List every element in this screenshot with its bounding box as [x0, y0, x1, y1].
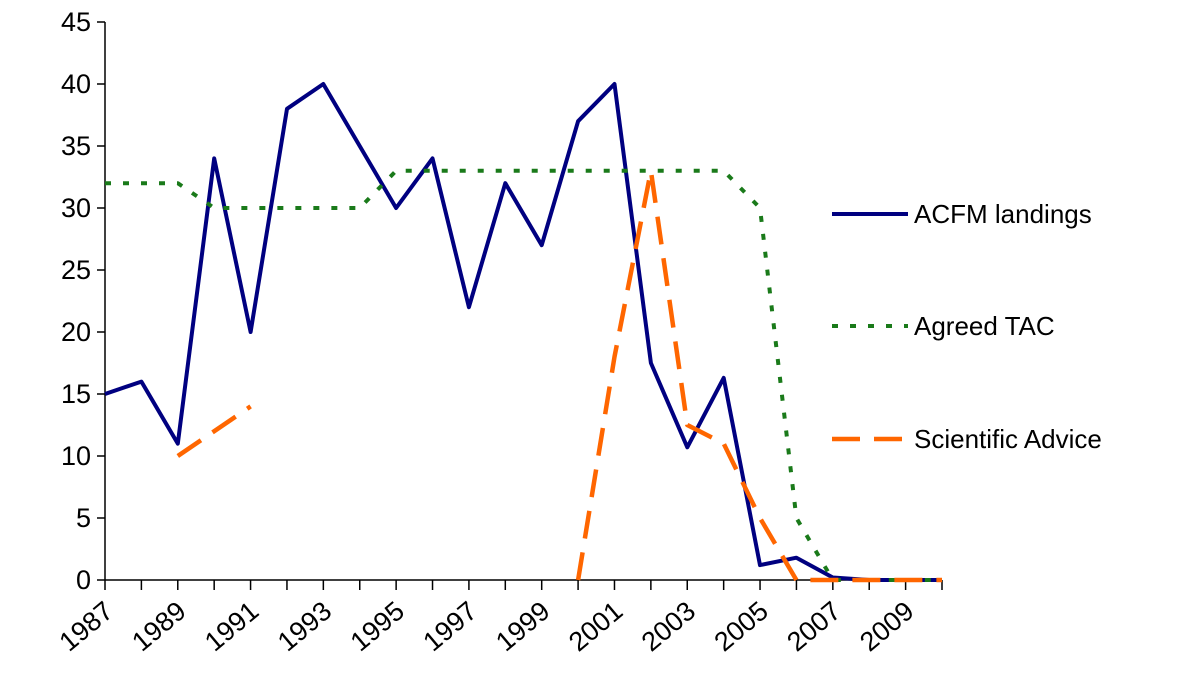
legend-label-scientific-advice: Scientific Advice	[914, 424, 1102, 454]
x-tick-label: 1989	[126, 596, 191, 658]
y-tick-label: 10	[61, 441, 91, 471]
series-line-scientific-advice	[176, 404, 252, 458]
x-tick-label: 2001	[563, 596, 628, 658]
series-line-agreed-tac	[105, 168, 942, 582]
y-tick-label: 40	[61, 69, 91, 99]
x-tick-label: 1995	[345, 596, 410, 658]
y-tick-label: 15	[61, 379, 91, 409]
legend-label-acfm-landings: ACFM landings	[914, 199, 1092, 229]
x-tick-label: 2009	[854, 596, 919, 658]
chart-series	[104, 82, 942, 583]
x-tick-label: 1993	[272, 596, 337, 658]
x-tick-label: 1987	[54, 596, 119, 658]
x-tick-label: 2007	[781, 596, 846, 658]
x-tick-label: 1997	[417, 596, 482, 658]
y-tick-label: 35	[61, 131, 91, 161]
legend-label-agreed-tac: Agreed TAC	[914, 311, 1055, 341]
x-tick-label: 1991	[199, 596, 264, 658]
y-tick-label: 20	[61, 317, 91, 347]
chart-legend: ACFM landings Agreed TAC Scientific Advice	[832, 199, 1102, 454]
y-tick-label: 30	[61, 193, 91, 223]
x-tick-label: 2003	[636, 596, 701, 658]
y-tick-label: 0	[76, 565, 91, 595]
x-tick-label: 1999	[490, 596, 555, 658]
y-tick-label: 25	[61, 255, 91, 285]
y-tick-label: 5	[76, 503, 91, 533]
series-line-acfm-landings	[104, 82, 942, 582]
series-line-scientific-advice	[575, 168, 942, 583]
x-tick-label: 2005	[709, 596, 774, 658]
y-tick-label: 45	[61, 7, 91, 37]
